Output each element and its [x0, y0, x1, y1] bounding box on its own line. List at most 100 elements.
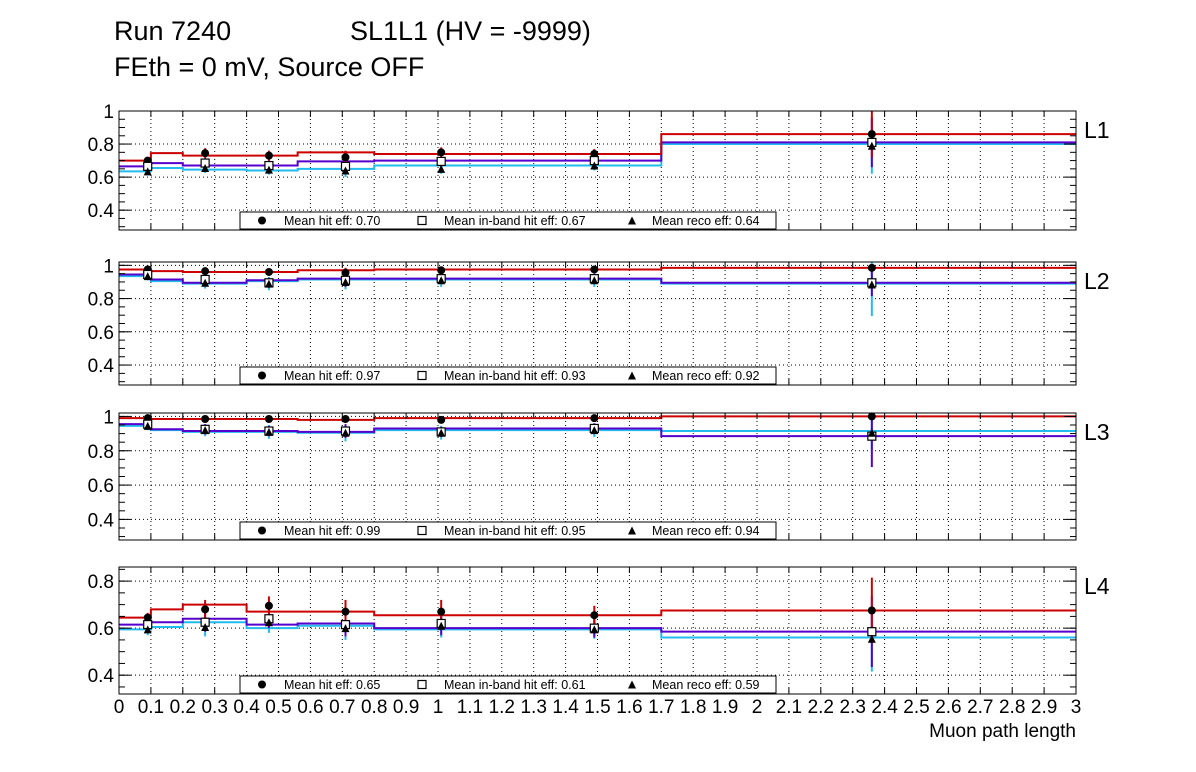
legend-reco-marker [628, 526, 636, 535]
point-reco [341, 428, 350, 437]
legend-hit-marker [258, 526, 266, 535]
x-tick-label: 2.5 [903, 697, 929, 718]
legend-box [239, 521, 777, 540]
series-inband [119, 141, 1076, 168]
point-reco [590, 161, 599, 170]
run-title: Run 7240 [114, 16, 232, 46]
point-hit [867, 263, 876, 272]
x-tick-label: 3 [1071, 697, 1082, 718]
x-tick-label: 2.7 [967, 697, 993, 718]
point-hit [201, 267, 210, 276]
point-inband [867, 627, 877, 637]
point-reco [201, 278, 210, 287]
legend-hit-marker [258, 371, 266, 380]
point-reco [867, 634, 876, 643]
legend-reco-marker [628, 216, 636, 225]
point-hit [341, 607, 350, 616]
point-hit [143, 613, 152, 622]
x-axis-labels: 0 0.1 0.2 0.3 0.4 0.5 0.6 0.7 0.8 0.9 1 1.1 1.2 1.3 1.… [114, 697, 1082, 742]
x-tick-label: 2.4 [871, 697, 898, 718]
point-reco [437, 621, 446, 630]
point-reco [590, 276, 599, 285]
y-tick-label: 0.4 [88, 356, 115, 377]
step-inband [119, 141, 1076, 168]
legend-box [239, 211, 777, 230]
point-hit [590, 265, 599, 274]
point-inband [436, 156, 446, 167]
y-axis: 0.4 0.6 0.8 1 [88, 102, 1076, 228]
point-reco [264, 279, 273, 288]
point-reco [590, 426, 599, 435]
x-tick-label: 0 [114, 697, 125, 718]
x-tick-label: 1.8 [680, 697, 706, 718]
legend-inband-label: Mean in-band hit eff: 0.93 [444, 369, 586, 383]
point-reco [341, 624, 350, 633]
legend-box [239, 366, 777, 385]
x-tick-label: 1 [433, 697, 444, 718]
x-tick-label: 2.6 [935, 697, 961, 718]
point-hit [437, 148, 446, 157]
step-reco [119, 143, 1076, 173]
point-reco [201, 164, 210, 173]
y-tick-label: 0.4 [88, 510, 115, 531]
legend-reco-label: Mean reco eff: 0.59 [652, 678, 760, 692]
legend-inband-marker [417, 370, 427, 381]
legend-hit-marker [258, 216, 266, 225]
series-inband [119, 423, 1076, 438]
y-axis: 0.4 0.6 0.8 1 [88, 256, 1076, 383]
point-reco [201, 622, 210, 631]
markers [143, 412, 877, 441]
point-reco [143, 421, 152, 430]
panel-L3: 0.4 0.6 0.8 1 L3 Mean hit eff: 0.99 Mean in-ba… [88, 407, 1110, 541]
step-hit [119, 266, 1076, 273]
x-tick-label: 0.5 [265, 697, 291, 718]
x-tick-label: 2.2 [808, 697, 834, 718]
legend-reco-marker [628, 680, 636, 689]
point-hit [264, 151, 273, 160]
errors-reco [146, 117, 873, 178]
legend-reco-label: Mean reco eff: 0.64 [652, 214, 760, 228]
x-ticks [118, 262, 1077, 385]
legend-inband-marker [417, 679, 427, 690]
x-tick-label: 1.2 [489, 697, 515, 718]
legend-box [239, 675, 777, 694]
legend-reco-label: Mean reco eff: 0.92 [652, 369, 760, 383]
x-axis-title: Muon path length [929, 721, 1076, 742]
x-tick-label: 2.9 [1031, 697, 1057, 718]
y-tick-label: 0.6 [88, 168, 114, 189]
y-tick-label: 0.8 [88, 572, 114, 593]
point-hit [264, 601, 273, 610]
x-tick-label: 0.4 [233, 697, 260, 718]
x-tick-label: 0.6 [297, 697, 323, 718]
x-tick-label: 0.1 [138, 697, 164, 718]
point-reco [437, 276, 446, 285]
panel-label: L3 [1084, 419, 1110, 445]
point-reco [437, 164, 446, 173]
legend: Mean hit eff: 0.99 Mean in-band hit eff: … [239, 521, 777, 540]
markers [143, 263, 877, 289]
x-tick-label: 0.7 [329, 697, 355, 718]
step-reco [119, 621, 1076, 639]
point-hit [867, 412, 876, 421]
point-hit [201, 605, 210, 614]
x-tick-label: 1.3 [520, 697, 546, 718]
y-tick-label: 0.8 [88, 135, 114, 156]
point-hit [264, 267, 273, 276]
x-tick-label: 1.6 [616, 697, 642, 718]
y-tick-label: 0.8 [88, 442, 114, 463]
y-tick-label: 0.6 [88, 476, 114, 497]
y-axis: 0.4 0.6 0.8 [88, 568, 1076, 688]
point-reco [143, 167, 152, 176]
y-tick-label: 0.4 [88, 666, 115, 687]
y-tick-label: 0.4 [88, 201, 115, 222]
point-hit [201, 149, 210, 158]
point-reco [341, 277, 350, 286]
markers [143, 601, 877, 643]
markers [143, 130, 877, 176]
step-hit [119, 603, 1076, 619]
panel-L1: 0.4 0.6 0.8 1 L1 Mean hit eff: 0.70 Mean in-ba… [88, 102, 1110, 231]
x-tick-label: 0.9 [393, 697, 419, 718]
x-tick-label: 1.1 [457, 697, 483, 718]
point-hit [341, 153, 350, 162]
